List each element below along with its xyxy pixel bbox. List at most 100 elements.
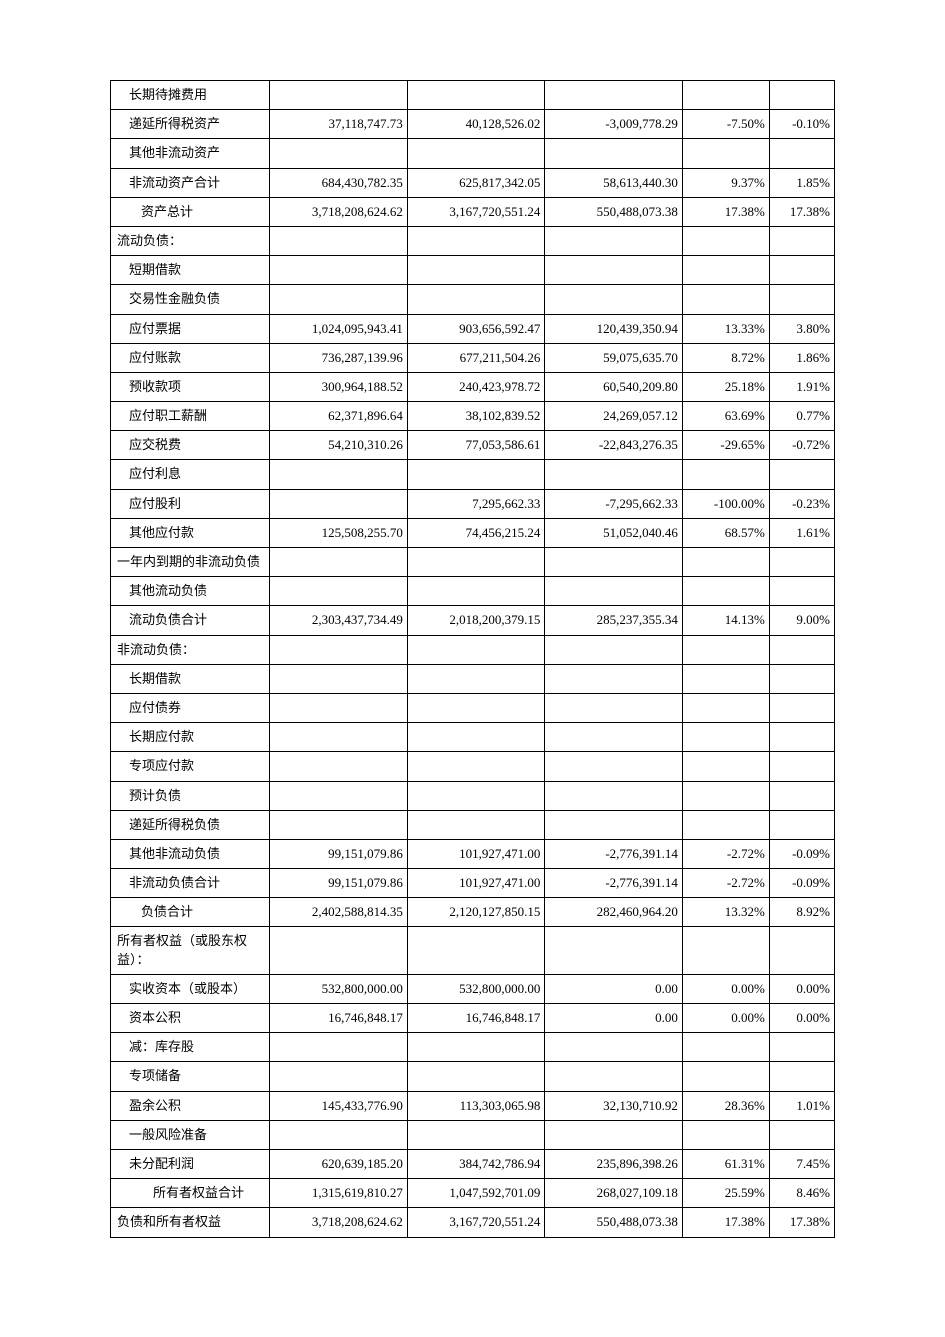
cell-value: 8.46%	[769, 1179, 834, 1208]
table-row: 交易性金融负债	[111, 285, 835, 314]
cell-value	[407, 460, 545, 489]
cell-value: 3,167,720,551.24	[407, 1208, 545, 1237]
cell-value: 17.38%	[682, 1208, 769, 1237]
cell-value	[407, 548, 545, 577]
table-row: 应交税费54,210,310.2677,053,586.61-22,843,27…	[111, 431, 835, 460]
cell-value: 62,371,896.64	[270, 402, 408, 431]
cell-value: 1.86%	[769, 343, 834, 372]
cell-value: 235,896,398.26	[545, 1149, 683, 1178]
cell-value: -2.72%	[682, 839, 769, 868]
cell-value: 677,211,504.26	[407, 343, 545, 372]
cell-value	[407, 664, 545, 693]
row-label: 长期待摊费用	[111, 81, 270, 110]
table-row: 一年内到期的非流动负债	[111, 548, 835, 577]
financial-table: 长期待摊费用递延所得税资产37,118,747.7340,128,526.02-…	[110, 80, 835, 1238]
cell-value	[769, 664, 834, 693]
table-row: 应付股利7,295,662.33-7,295,662.33-100.00%-0.…	[111, 489, 835, 518]
cell-value	[682, 1033, 769, 1062]
row-label: 一年内到期的非流动负债	[111, 548, 270, 577]
cell-value	[769, 226, 834, 255]
table-row: 应付账款736,287,139.96677,211,504.2659,075,6…	[111, 343, 835, 372]
cell-value	[407, 577, 545, 606]
row-label: 应付利息	[111, 460, 270, 489]
table-row: 其他非流动资产	[111, 139, 835, 168]
cell-value	[407, 927, 545, 974]
row-label: 应付账款	[111, 343, 270, 372]
row-label: 实收资本（或股本）	[111, 974, 270, 1003]
cell-value	[682, 577, 769, 606]
row-label: 负债和所有者权益	[111, 1208, 270, 1237]
cell-value: 59,075,635.70	[545, 343, 683, 372]
cell-value	[407, 723, 545, 752]
cell-value	[682, 927, 769, 974]
cell-value: 99,151,079.86	[270, 839, 408, 868]
row-label: 长期应付款	[111, 723, 270, 752]
cell-value	[545, 664, 683, 693]
cell-value	[545, 285, 683, 314]
cell-value	[682, 693, 769, 722]
cell-value	[769, 635, 834, 664]
cell-value	[769, 256, 834, 285]
cell-value	[682, 810, 769, 839]
cell-value: 13.32%	[682, 898, 769, 927]
cell-value: 3,718,208,624.62	[270, 197, 408, 226]
cell-value	[769, 548, 834, 577]
cell-value: 268,027,109.18	[545, 1179, 683, 1208]
row-label: 非流动资产合计	[111, 168, 270, 197]
cell-value	[769, 285, 834, 314]
cell-value	[270, 635, 408, 664]
cell-value: 125,508,255.70	[270, 518, 408, 547]
cell-value	[769, 1062, 834, 1091]
row-label: 应付债券	[111, 693, 270, 722]
cell-value	[682, 1120, 769, 1149]
cell-value	[270, 285, 408, 314]
table-row: 长期借款	[111, 664, 835, 693]
table-row: 其他应付款125,508,255.7074,456,215.2451,052,0…	[111, 518, 835, 547]
cell-value: 625,817,342.05	[407, 168, 545, 197]
cell-value: 0.00%	[682, 1004, 769, 1033]
cell-value: 1.91%	[769, 372, 834, 401]
table-row: 应付职工薪酬62,371,896.6438,102,839.5224,269,0…	[111, 402, 835, 431]
table-row: 其他非流动负债99,151,079.86101,927,471.00-2,776…	[111, 839, 835, 868]
cell-value	[545, 577, 683, 606]
table-row: 负债合计2,402,588,814.352,120,127,850.15282,…	[111, 898, 835, 927]
table-row: 负债和所有者权益3,718,208,624.623,167,720,551.24…	[111, 1208, 835, 1237]
cell-value: 25.18%	[682, 372, 769, 401]
table-row: 所有者权益合计1,315,619,810.271,047,592,701.092…	[111, 1179, 835, 1208]
row-label: 负债合计	[111, 898, 270, 927]
cell-value	[545, 1120, 683, 1149]
cell-value	[545, 752, 683, 781]
cell-value	[270, 1062, 408, 1091]
cell-value	[545, 226, 683, 255]
cell-value	[769, 1120, 834, 1149]
cell-value: -0.09%	[769, 839, 834, 868]
row-label: 一般风险准备	[111, 1120, 270, 1149]
row-label: 盈余公积	[111, 1091, 270, 1120]
cell-value	[270, 489, 408, 518]
cell-value	[270, 1033, 408, 1062]
table-row: 预计负债	[111, 781, 835, 810]
cell-value	[545, 256, 683, 285]
cell-value	[769, 723, 834, 752]
cell-value: 58,613,440.30	[545, 168, 683, 197]
cell-value	[545, 460, 683, 489]
cell-value	[545, 781, 683, 810]
cell-value	[545, 693, 683, 722]
cell-value	[769, 139, 834, 168]
cell-value	[769, 781, 834, 810]
cell-value: 0.77%	[769, 402, 834, 431]
cell-value: 0.00%	[682, 974, 769, 1003]
cell-value: 113,303,065.98	[407, 1091, 545, 1120]
cell-value	[407, 139, 545, 168]
cell-value: 74,456,215.24	[407, 518, 545, 547]
cell-value: 2,402,588,814.35	[270, 898, 408, 927]
cell-value	[270, 460, 408, 489]
table-row: 非流动资产合计684,430,782.35625,817,342.0558,61…	[111, 168, 835, 197]
cell-value	[769, 577, 834, 606]
cell-value: 3,718,208,624.62	[270, 1208, 408, 1237]
cell-value: 3.80%	[769, 314, 834, 343]
table-row: 非流动负债合计99,151,079.86101,927,471.00-2,776…	[111, 869, 835, 898]
table-row: 应付利息	[111, 460, 835, 489]
cell-value	[270, 1120, 408, 1149]
cell-value: -29.65%	[682, 431, 769, 460]
